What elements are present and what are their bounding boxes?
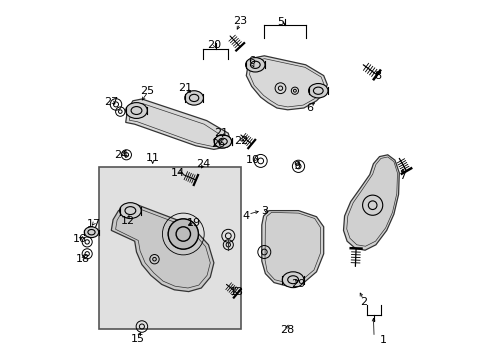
Ellipse shape xyxy=(84,227,99,238)
Text: 24: 24 xyxy=(114,150,128,160)
Text: 15: 15 xyxy=(131,334,145,344)
Polygon shape xyxy=(343,155,399,250)
Bar xyxy=(99,167,241,329)
Ellipse shape xyxy=(250,61,260,68)
Text: 16: 16 xyxy=(73,234,87,244)
Text: 25: 25 xyxy=(140,86,154,96)
Circle shape xyxy=(176,227,190,241)
Polygon shape xyxy=(111,205,213,292)
Text: 17: 17 xyxy=(87,219,101,229)
Text: 6: 6 xyxy=(248,56,255,66)
Text: 24: 24 xyxy=(196,159,210,169)
Circle shape xyxy=(168,219,198,249)
Text: 19: 19 xyxy=(186,218,201,228)
Text: 27: 27 xyxy=(104,96,118,107)
Text: 21: 21 xyxy=(214,128,228,138)
Ellipse shape xyxy=(282,272,303,288)
Polygon shape xyxy=(246,56,326,110)
Ellipse shape xyxy=(125,103,147,118)
Text: 28: 28 xyxy=(279,325,293,336)
Ellipse shape xyxy=(287,276,298,284)
Ellipse shape xyxy=(218,138,227,145)
Text: 1: 1 xyxy=(379,335,386,345)
Text: 10: 10 xyxy=(245,155,259,165)
Ellipse shape xyxy=(184,91,203,105)
Ellipse shape xyxy=(313,87,323,94)
Text: 5: 5 xyxy=(276,17,284,27)
Text: 18: 18 xyxy=(76,254,90,264)
Ellipse shape xyxy=(131,107,142,114)
Text: 20: 20 xyxy=(206,40,221,50)
Text: 13: 13 xyxy=(230,287,244,297)
Text: 22: 22 xyxy=(233,136,247,146)
Text: 23: 23 xyxy=(233,16,247,26)
Text: 21: 21 xyxy=(178,83,192,93)
Text: 29: 29 xyxy=(290,279,305,289)
Polygon shape xyxy=(261,211,323,286)
Text: 3: 3 xyxy=(260,206,267,216)
Text: 14: 14 xyxy=(170,168,184,178)
Ellipse shape xyxy=(125,207,136,215)
Ellipse shape xyxy=(88,230,95,235)
Ellipse shape xyxy=(189,94,199,102)
Text: 4: 4 xyxy=(242,211,249,221)
Ellipse shape xyxy=(214,135,231,148)
Polygon shape xyxy=(125,99,230,149)
Text: 12: 12 xyxy=(120,216,134,226)
Text: 6: 6 xyxy=(305,103,312,113)
Text: 26: 26 xyxy=(211,139,225,149)
Ellipse shape xyxy=(218,138,227,145)
Text: 7: 7 xyxy=(399,171,406,181)
Text: 2: 2 xyxy=(359,297,366,307)
Ellipse shape xyxy=(245,58,264,72)
Ellipse shape xyxy=(120,203,141,219)
Text: 9: 9 xyxy=(292,161,300,171)
Ellipse shape xyxy=(214,135,231,148)
Text: 11: 11 xyxy=(145,153,160,163)
Text: 8: 8 xyxy=(373,71,381,81)
Ellipse shape xyxy=(308,84,327,98)
